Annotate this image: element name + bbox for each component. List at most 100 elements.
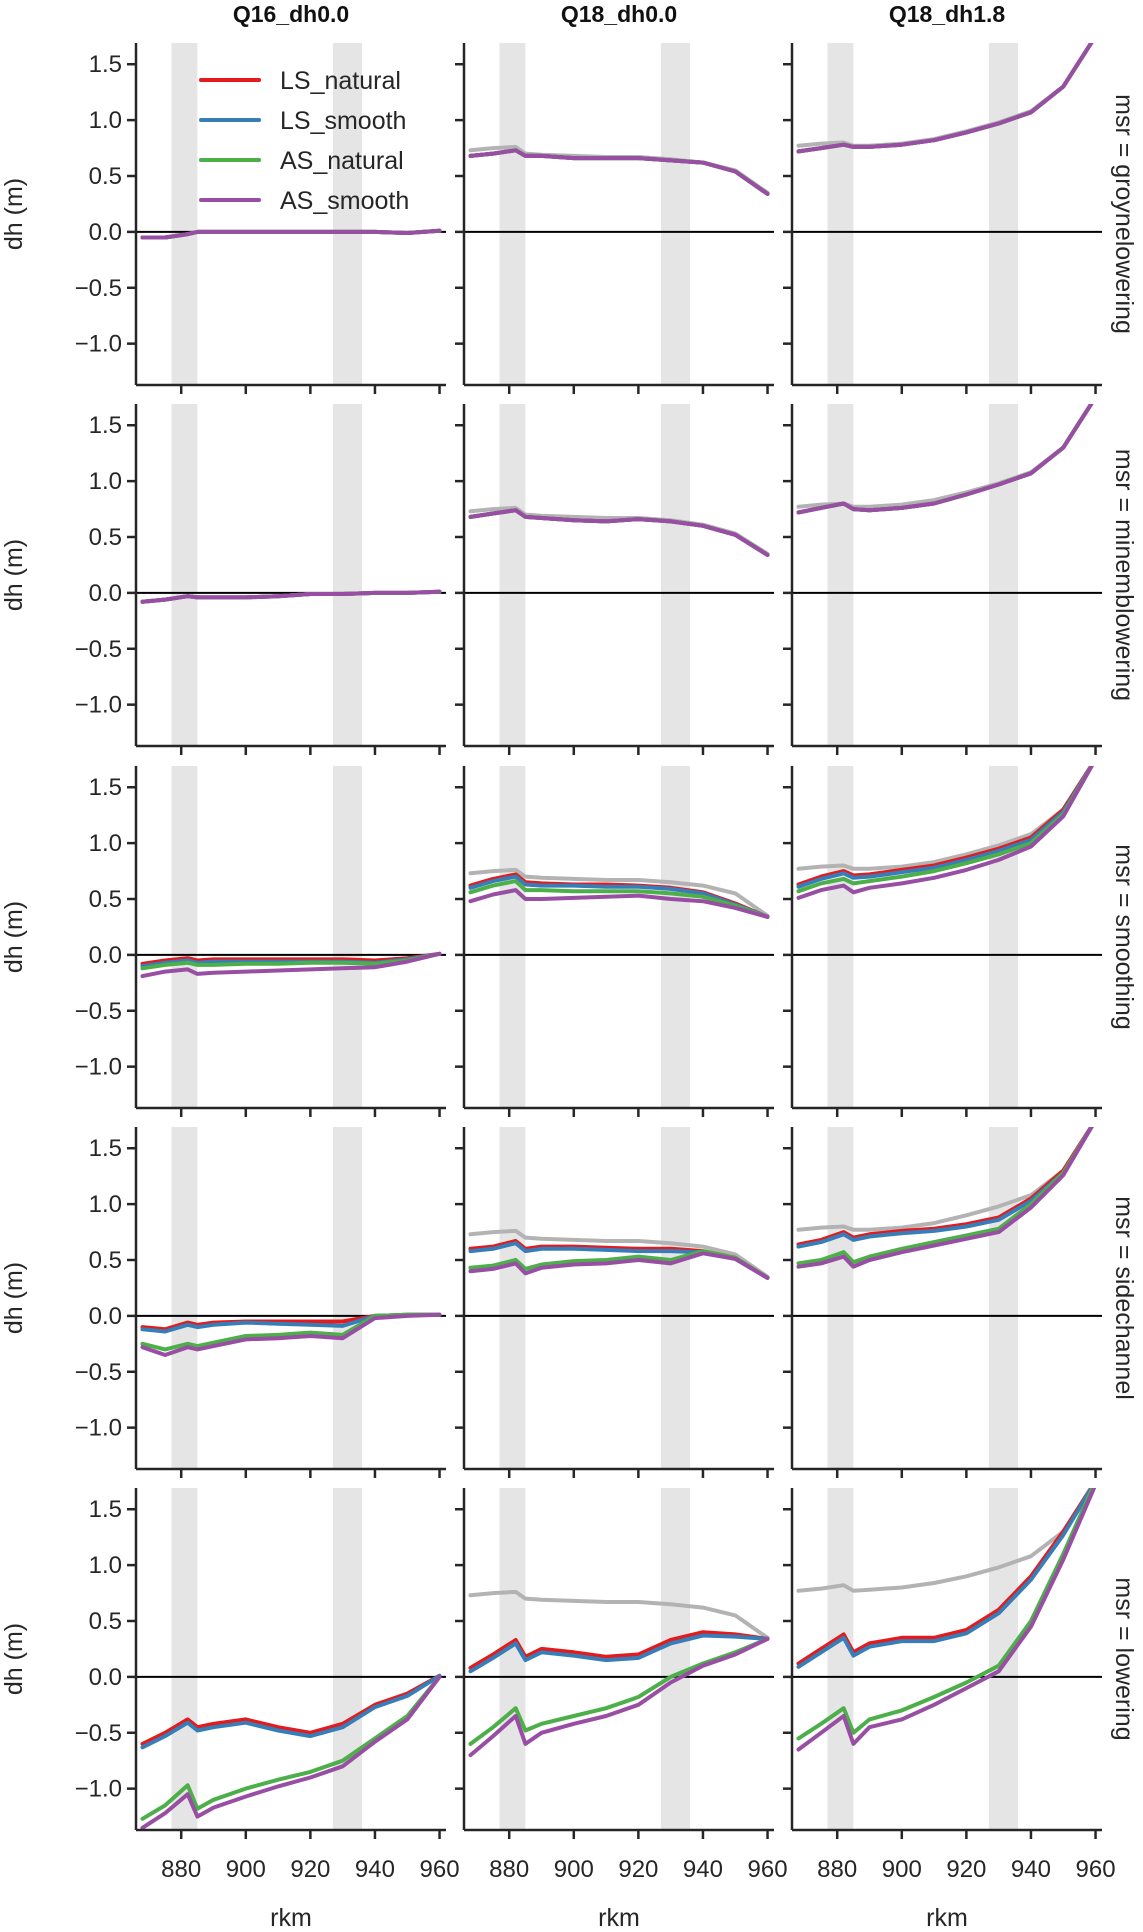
- series-group: [468, 144, 770, 196]
- series-ls-smooth: [796, 766, 1094, 889]
- x-tick-label: 880: [489, 1856, 529, 1883]
- series-group: [140, 1673, 442, 1830]
- series-as-smooth: [140, 228, 442, 240]
- shaded-band: [827, 766, 854, 1108]
- x-axis-label: rkm: [270, 1904, 312, 1932]
- series-ls-natural: [140, 1673, 442, 1746]
- x-tick-label: 960: [420, 1856, 460, 1883]
- y-tick-label: 0.5: [89, 886, 122, 913]
- y-tick-label: 0.0: [89, 942, 122, 969]
- series-group: [468, 1228, 770, 1280]
- y-tick-label: 0.5: [89, 1247, 122, 1274]
- y-axis-label: dh (m): [0, 901, 28, 973]
- panel-r2-c1: [455, 766, 774, 1117]
- panel-r3-c0: 1.5 1.0 0.5 0.0 −0.5 −1.0 dh (m): [0, 1127, 446, 1478]
- series-as-smooth: [468, 1251, 770, 1280]
- y-tick-label: 1.5: [89, 412, 122, 439]
- y-tick-label: −1.0: [75, 1054, 122, 1081]
- series-ls-natural: [468, 1630, 770, 1670]
- series-ls-smooth: [468, 874, 770, 919]
- series-group: [796, 766, 1095, 900]
- x-tick-label: 940: [683, 1856, 723, 1883]
- panel-r0-c0: 1.5 1.0 0.5 0.0 −0.5 −1.0 Q16_dh0.0dh (m): [0, 1, 446, 394]
- panel-r3-c2: msr = sidechannel: [783, 1127, 1138, 1478]
- y-tick-label: −0.5: [75, 998, 122, 1025]
- shaded-band: [988, 1127, 1019, 1469]
- panel-r4-c2: 880 900 920 940 960 rkm msr = lowering: [783, 1488, 1138, 1932]
- x-tick-label: 880: [817, 1856, 857, 1883]
- series-as-natural: [796, 766, 1094, 894]
- series-ls-smooth: [796, 1488, 1094, 1669]
- panel-r2-c2: msr = smoothing: [783, 766, 1138, 1117]
- legend-label: LS_smooth: [280, 107, 406, 135]
- shaded-band: [660, 404, 691, 746]
- shaded-band: [499, 1488, 526, 1830]
- series-as-smooth: [468, 148, 770, 196]
- y-tick-label: 0.5: [89, 1608, 122, 1635]
- legend-label: LS_natural: [280, 67, 401, 95]
- panel-r1-c2: msr = minemblowering: [783, 404, 1138, 755]
- y-tick-label: 1.0: [89, 107, 122, 134]
- shaded-band: [332, 404, 363, 746]
- series-as-smooth: [796, 1127, 1094, 1269]
- x-tick-label: 920: [946, 1856, 986, 1883]
- panel-r4-c0: 1.5 1.0 0.5 0.0 −0.5 −1.0 880 900 920 940 960 rkm dh…: [0, 1488, 460, 1932]
- y-tick-label: −1.0: [75, 692, 122, 719]
- series-group: [468, 867, 770, 919]
- x-axis-label: rkm: [598, 1904, 640, 1932]
- shaded-band: [988, 404, 1019, 746]
- series-group: [140, 589, 442, 604]
- y-tick-label: −1.0: [75, 1776, 122, 1803]
- panel-r1-c1: [455, 404, 774, 755]
- series-as-smooth: [140, 589, 442, 604]
- shaded-band: [499, 43, 526, 385]
- series-group: [140, 228, 442, 240]
- series-group: [796, 1488, 1097, 1752]
- y-tick-label: 1.0: [89, 1191, 122, 1218]
- shaded-band: [988, 43, 1019, 385]
- series-group: [796, 404, 1094, 515]
- series-as-smooth: [468, 508, 770, 557]
- y-tick-label: 1.0: [89, 468, 122, 495]
- shaded-band: [660, 1488, 691, 1830]
- panel-r2-c0: 1.5 1.0 0.5 0.0 −0.5 −1.0 dh (m): [0, 766, 446, 1117]
- y-tick-label: 1.5: [89, 1496, 122, 1523]
- series-group: [140, 951, 442, 979]
- shaded-band: [827, 43, 854, 385]
- shaded-band: [332, 1488, 363, 1830]
- series-reference: [796, 766, 1094, 871]
- y-tick-label: −1.0: [75, 1415, 122, 1442]
- series-reference: [796, 1127, 1094, 1232]
- series-group: [468, 505, 770, 557]
- panel-r0-c1: Q18_dh0.0: [455, 1, 774, 394]
- y-tick-label: 0.5: [89, 524, 122, 551]
- shaded-band: [332, 43, 363, 385]
- series-as-smooth: [140, 951, 442, 979]
- shaded-band: [827, 1127, 854, 1469]
- y-tick-label: −0.5: [75, 275, 122, 302]
- series-ls-smooth: [468, 1633, 770, 1674]
- series-as-natural: [796, 1127, 1094, 1266]
- x-tick-label: 900: [554, 1856, 594, 1883]
- series-ls-natural: [140, 951, 442, 966]
- x-tick-label: 960: [748, 1856, 788, 1883]
- series-as-smooth: [796, 766, 1095, 900]
- series-as-smooth: [796, 1488, 1097, 1752]
- x-tick-label: 920: [618, 1856, 658, 1883]
- x-tick-label: 900: [226, 1856, 266, 1883]
- panel-r1-c0: 1.5 1.0 0.5 0.0 −0.5 −1.0 dh (m): [0, 404, 446, 755]
- y-tick-label: 1.5: [89, 774, 122, 801]
- series-as-natural: [796, 1488, 1095, 1741]
- panel-r3-c1: [455, 1127, 774, 1478]
- shaded-band: [660, 43, 691, 385]
- series-as-smooth: [796, 404, 1094, 515]
- column-title: Q18_dh0.0: [561, 1, 677, 27]
- y-tick-label: 1.0: [89, 1552, 122, 1579]
- row-title: msr = smoothing: [1110, 844, 1138, 1030]
- y-tick-label: 1.0: [89, 830, 122, 857]
- series-as-smooth: [796, 43, 1094, 154]
- series-as-natural: [140, 1312, 442, 1352]
- shaded-band: [332, 766, 363, 1108]
- row-title: msr = minemblowering: [1110, 449, 1138, 701]
